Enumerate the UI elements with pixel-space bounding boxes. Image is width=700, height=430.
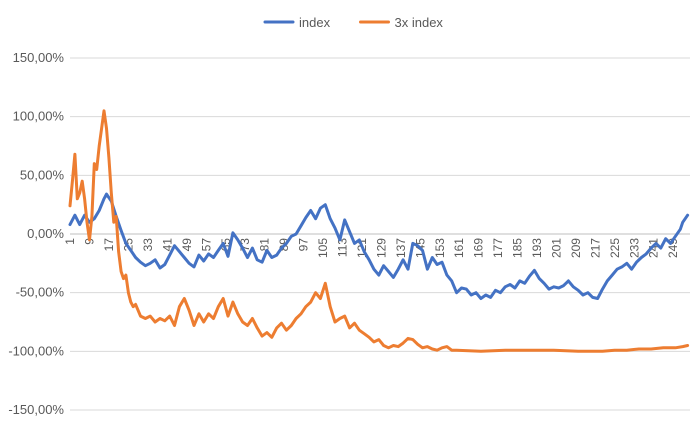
x-tick-label: 81 xyxy=(258,238,272,252)
x-tick-label: 193 xyxy=(530,238,544,258)
x-tick-label: 97 xyxy=(297,238,311,252)
series-lines xyxy=(68,109,690,353)
y-tick-label: 100,00% xyxy=(13,109,65,124)
x-tick-label: 177 xyxy=(491,238,505,258)
x-tick-label: 233 xyxy=(627,238,641,258)
x-tick-label: 1 xyxy=(63,238,77,245)
x-tick-label: 137 xyxy=(394,238,408,258)
series-line-3x-index xyxy=(68,109,690,353)
x-tick-label: 201 xyxy=(549,238,563,258)
x-tick-label: 33 xyxy=(141,238,155,252)
x-tick-label: 17 xyxy=(102,238,116,252)
x-tick-label: 153 xyxy=(433,238,447,258)
x-tick-label: 49 xyxy=(180,238,194,252)
y-tick-label: -50,00% xyxy=(16,285,65,300)
x-tick-label: 129 xyxy=(374,238,388,258)
series-line-index xyxy=(68,192,690,300)
y-tick-label: -150,00% xyxy=(8,402,64,417)
x-tick-label: 161 xyxy=(452,238,466,258)
x-tick-label: 225 xyxy=(608,238,622,258)
gridlines xyxy=(70,57,690,411)
x-tick-label: 209 xyxy=(569,238,583,258)
legend-label: index xyxy=(299,15,331,30)
x-tick-label: 57 xyxy=(199,238,213,252)
x-tick-label: 105 xyxy=(316,238,330,258)
x-tick-label: 185 xyxy=(511,238,525,258)
x-tick-label: 169 xyxy=(472,238,486,258)
legend-label: 3x index xyxy=(395,15,444,30)
x-tick-label: 217 xyxy=(588,238,602,258)
y-tick-label: 0,00% xyxy=(27,226,64,241)
legend: index 3x index xyxy=(263,15,444,30)
x-tick-label: 41 xyxy=(160,238,174,252)
y-tick-label: -100,00% xyxy=(8,343,64,358)
x-tick-label: 113 xyxy=(336,238,350,257)
axes: 150,00% 100,00% 50,00% 0,00% -50,00% -100,00%… xyxy=(8,50,690,417)
y-tick-label: 150,00% xyxy=(13,50,65,65)
y-tick-label: 50,00% xyxy=(20,167,65,182)
